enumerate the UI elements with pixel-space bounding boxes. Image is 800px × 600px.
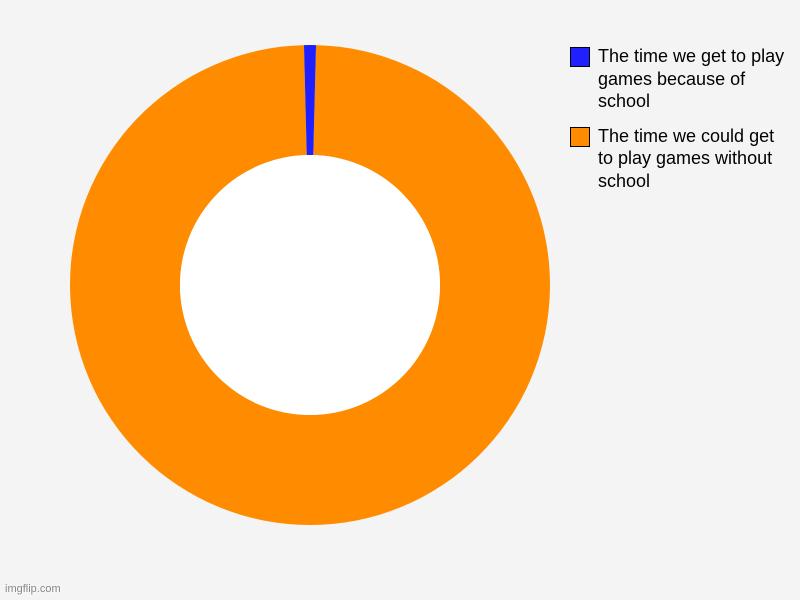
chart-legend: The time we get to play games because of… xyxy=(570,45,785,204)
legend-item: The time we could get to play games with… xyxy=(570,125,785,193)
legend-swatch xyxy=(570,127,590,147)
legend-swatch xyxy=(570,47,590,67)
legend-label: The time we could get to play games with… xyxy=(598,125,785,193)
legend-label: The time we get to play games because of… xyxy=(598,45,785,113)
donut-hole xyxy=(180,155,440,415)
watermark: imgflip.com xyxy=(5,583,61,595)
legend-item: The time we get to play games because of… xyxy=(570,45,785,113)
donut-chart xyxy=(70,45,550,525)
